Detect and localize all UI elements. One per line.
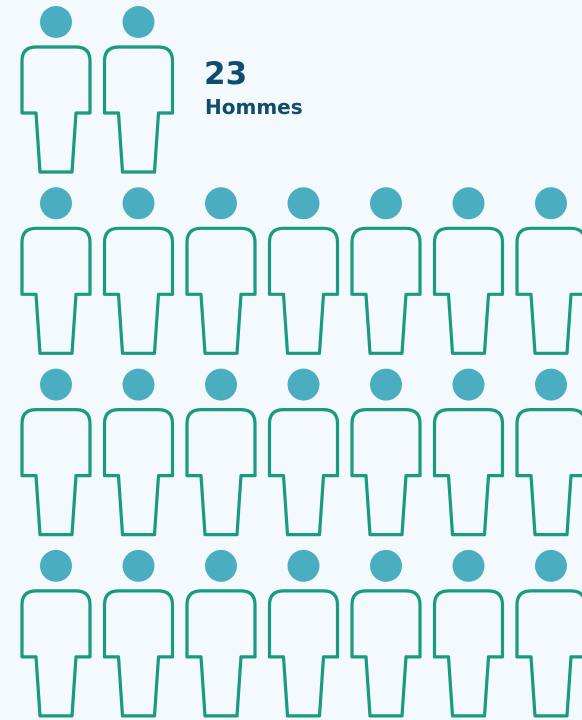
person-icon <box>102 549 175 718</box>
person-icon <box>20 549 92 718</box>
person-head <box>40 549 72 582</box>
person-body <box>20 408 92 537</box>
person-head <box>452 368 485 401</box>
person-body <box>102 226 175 355</box>
person-icon <box>432 368 505 537</box>
person-icon <box>102 187 175 355</box>
person-head <box>535 187 567 220</box>
person-body <box>515 226 582 355</box>
person-icon <box>515 549 582 718</box>
person-icon <box>102 368 175 537</box>
person-head <box>535 549 567 582</box>
person-body <box>102 589 175 718</box>
person-head <box>452 549 485 582</box>
person-head <box>40 368 72 401</box>
person-body <box>102 45 175 174</box>
person-body <box>515 408 582 537</box>
person-head <box>122 6 155 38</box>
person-body <box>267 589 340 718</box>
person-body <box>267 226 340 355</box>
person-body <box>185 589 257 718</box>
person-body <box>185 226 257 355</box>
person-body <box>432 408 505 537</box>
person-head <box>122 549 155 582</box>
person-icon <box>20 6 92 174</box>
category-label: Hommes <box>205 95 303 119</box>
person-head <box>122 368 155 401</box>
person-body <box>350 408 422 537</box>
person-head <box>287 187 320 220</box>
person-head <box>40 187 72 220</box>
person-head <box>205 549 237 582</box>
person-icon <box>20 187 92 355</box>
person-icon <box>185 187 257 355</box>
person-body <box>20 589 92 718</box>
person-icon <box>432 187 505 355</box>
person-head <box>287 549 320 582</box>
person-icon <box>267 368 340 537</box>
person-icon <box>267 187 340 355</box>
person-head <box>122 187 155 220</box>
person-head <box>370 549 402 582</box>
person-head <box>205 368 237 401</box>
person-body <box>102 408 175 537</box>
person-body <box>185 408 257 537</box>
person-icon <box>20 368 92 537</box>
person-body <box>20 226 92 355</box>
person-body <box>350 226 422 355</box>
person-head <box>535 368 567 401</box>
person-head <box>205 187 237 220</box>
person-icon <box>350 549 422 718</box>
person-head <box>452 187 485 220</box>
person-icon <box>515 187 582 355</box>
person-icon <box>350 368 422 537</box>
person-head <box>40 6 72 38</box>
person-icon <box>432 549 505 718</box>
person-head <box>287 368 320 401</box>
person-body <box>432 226 505 355</box>
person-head <box>370 368 402 401</box>
person-body <box>20 45 92 174</box>
person-body <box>350 589 422 718</box>
count-label: 23 <box>204 56 247 92</box>
person-body <box>267 408 340 537</box>
person-icon <box>350 187 422 355</box>
person-head <box>370 187 402 220</box>
person-icon <box>185 549 257 718</box>
person-icon <box>515 368 582 537</box>
person-icon <box>185 368 257 537</box>
person-icon <box>102 6 175 174</box>
person-icon <box>267 549 340 718</box>
person-body <box>432 589 505 718</box>
person-body <box>515 589 582 718</box>
